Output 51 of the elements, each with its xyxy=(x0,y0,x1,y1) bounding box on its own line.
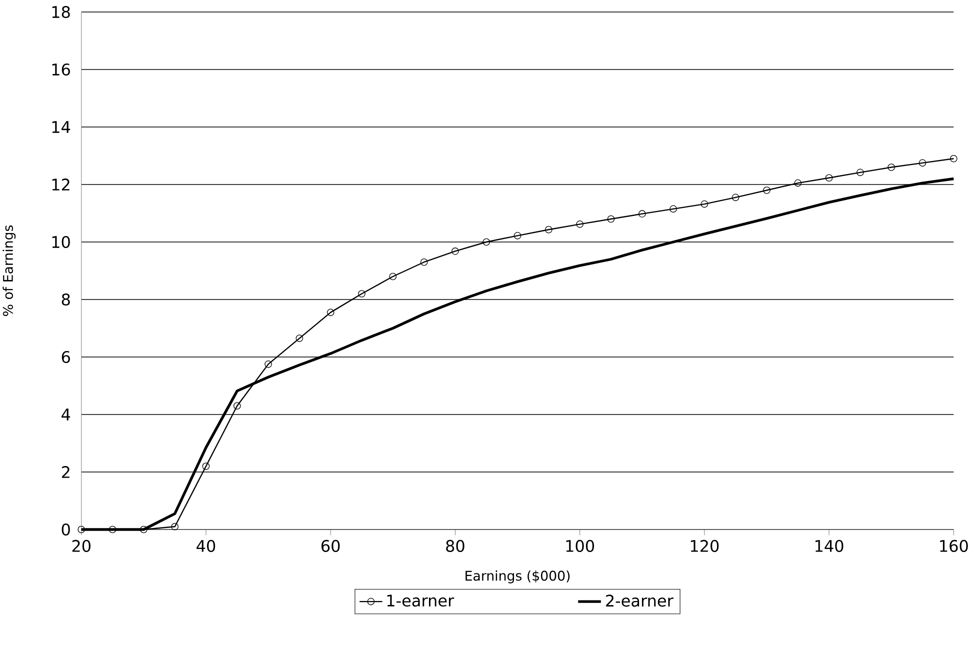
point xyxy=(794,179,802,187)
legend-label: 2-earner xyxy=(606,594,674,607)
x-tick-label: 20 xyxy=(72,540,90,552)
y-tick-label: 4 xyxy=(62,408,70,420)
point xyxy=(452,247,459,255)
y-tick-label: 16 xyxy=(52,63,70,76)
x-tick-label: 40 xyxy=(196,540,216,552)
point xyxy=(296,334,304,342)
x-axis-title: Earnings ($000) xyxy=(466,570,570,584)
point xyxy=(607,215,615,223)
point xyxy=(326,308,334,316)
point xyxy=(950,154,958,162)
point xyxy=(763,186,770,194)
point xyxy=(78,526,86,534)
point xyxy=(420,258,428,266)
point xyxy=(918,159,926,167)
y-tick-label: 14 xyxy=(52,121,70,133)
point xyxy=(544,226,552,234)
y-tick-label: 8 xyxy=(62,293,70,306)
x-tick-label: 100 xyxy=(566,540,594,552)
point xyxy=(389,272,397,280)
x-tick-label: 120 xyxy=(690,540,719,552)
point xyxy=(700,200,708,208)
y-tick-label: 2 xyxy=(62,466,70,478)
point xyxy=(825,174,833,182)
point xyxy=(202,462,210,470)
x-tick-label: 160 xyxy=(940,540,968,552)
point xyxy=(233,402,241,410)
point xyxy=(140,526,148,534)
legend-label: 1-earner xyxy=(387,594,454,607)
point xyxy=(856,168,864,176)
point xyxy=(638,210,646,218)
x-tick-label: 140 xyxy=(816,540,844,552)
point xyxy=(576,220,584,228)
point xyxy=(888,163,896,171)
point xyxy=(264,360,272,368)
x-tick-label: 60 xyxy=(322,540,340,552)
point xyxy=(482,238,490,246)
y-tick-label: 12 xyxy=(52,178,70,190)
point xyxy=(670,205,677,213)
point xyxy=(171,522,178,530)
point xyxy=(108,526,116,534)
y-axis-title: % of Earnings xyxy=(2,225,16,316)
y-tick-label: 0 xyxy=(62,523,70,536)
point xyxy=(358,290,366,298)
y-tick-label: 18 xyxy=(52,6,70,18)
point xyxy=(514,232,522,240)
y-tick-label: 6 xyxy=(62,350,70,363)
point xyxy=(732,194,740,202)
x-tick-label: 80 xyxy=(446,540,464,552)
y-tick-label: 10 xyxy=(52,236,70,248)
